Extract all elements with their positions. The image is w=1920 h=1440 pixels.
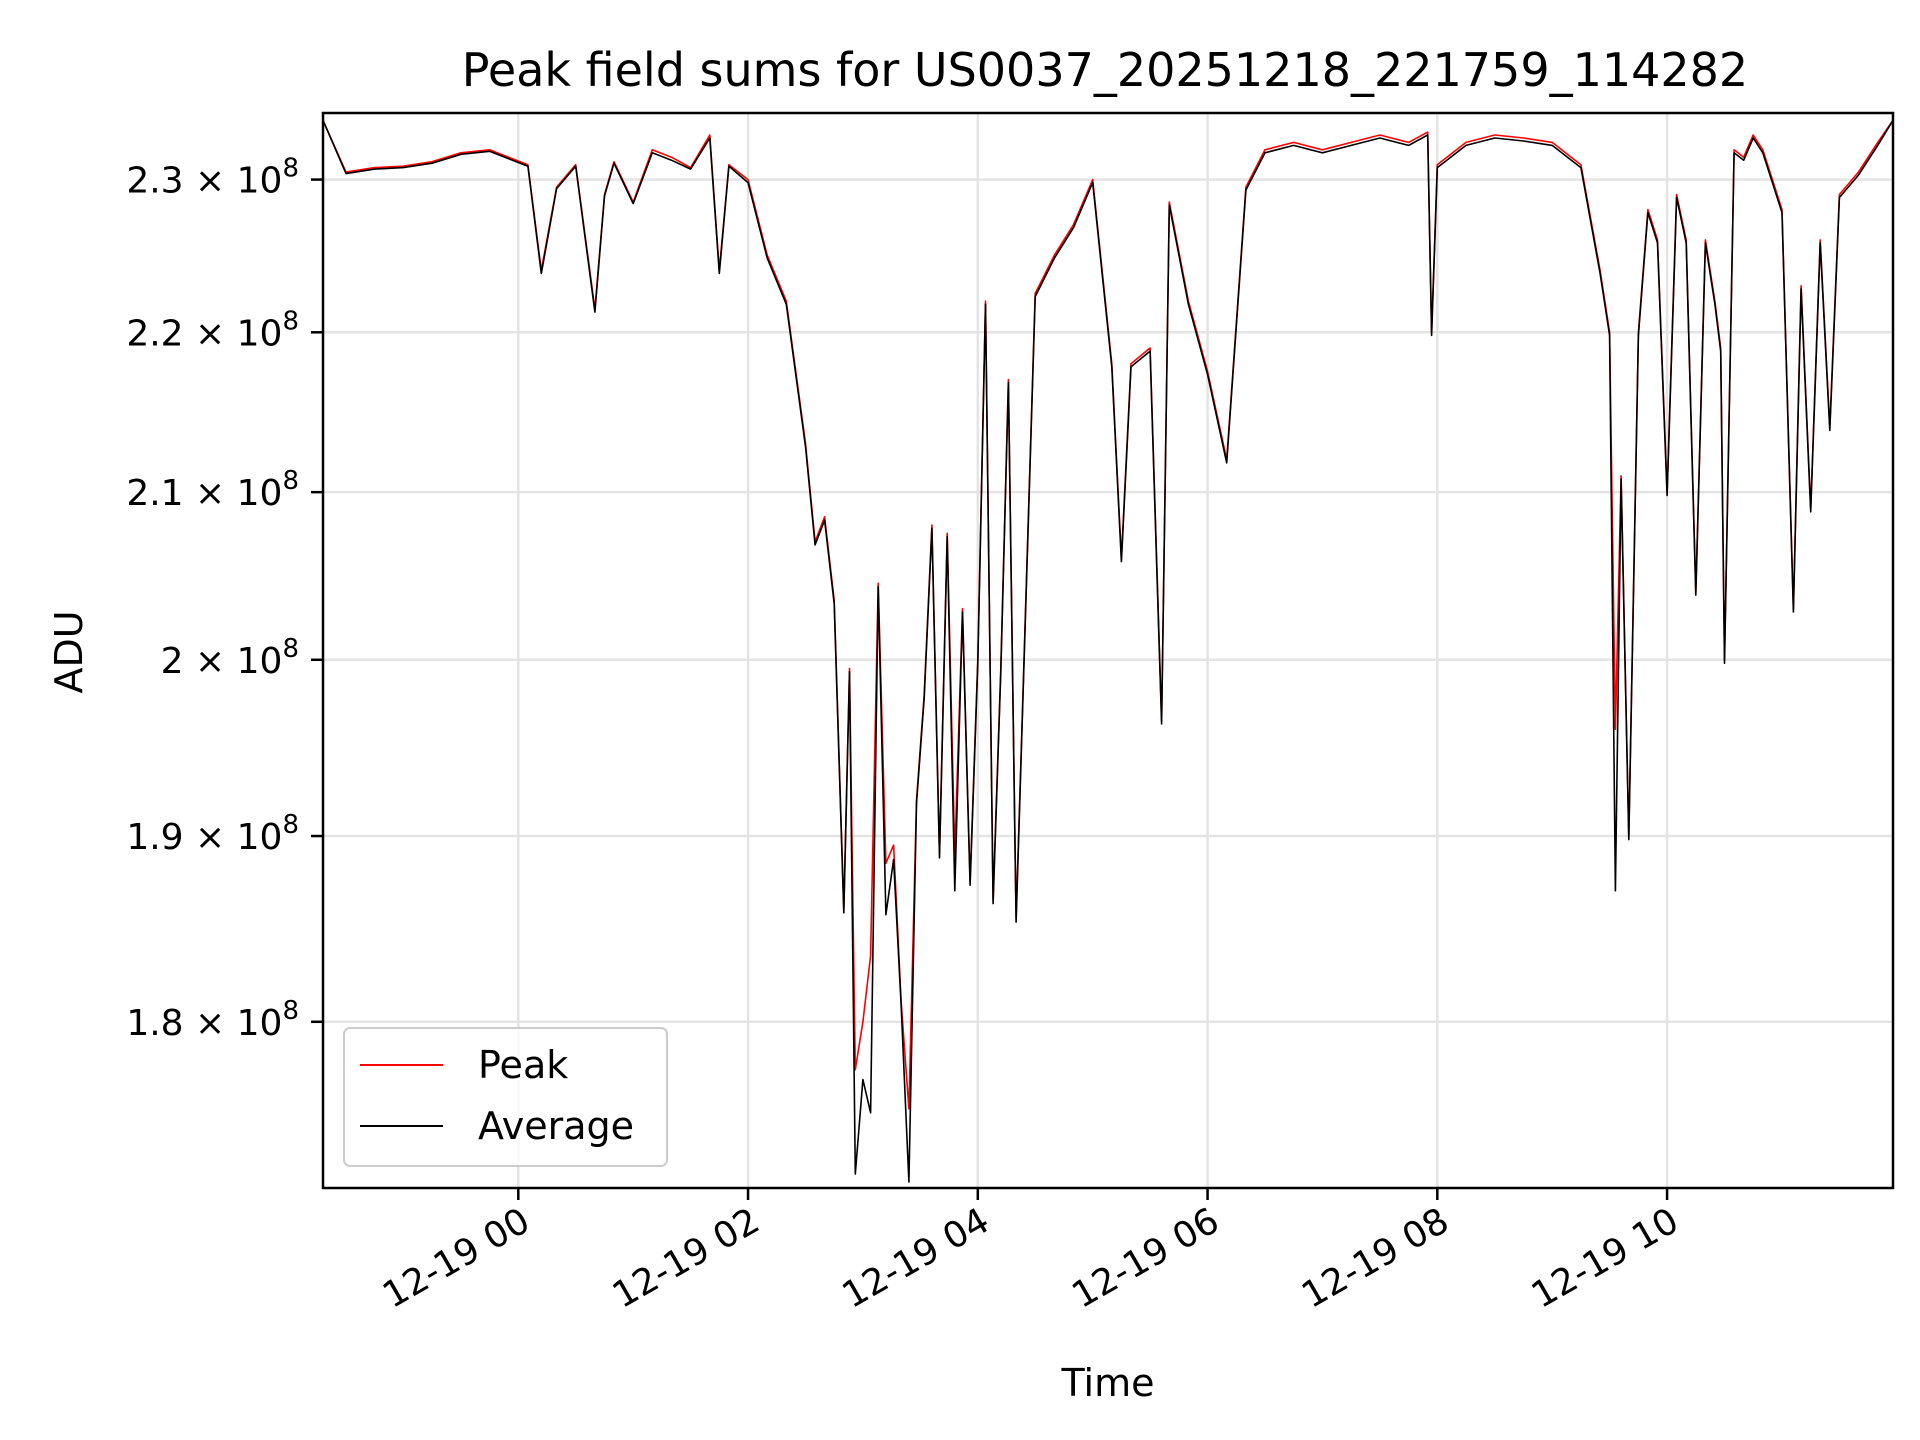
y-tick-base: 10: [237, 1003, 283, 1044]
y-axis-title: ADU: [47, 610, 91, 693]
y-tick-label: 2 × 108: [161, 634, 299, 682]
y-tick-label: 1.8 × 108: [126, 996, 299, 1044]
x-axis-title: Time: [1061, 1361, 1155, 1405]
legend-box: [343, 1027, 668, 1167]
x-tick-label: 12-19 02: [606, 1200, 767, 1316]
y-tick-times: ×: [184, 1003, 237, 1044]
y-tick-label: 2.1 × 108: [126, 466, 299, 514]
plot-frame: [321, 111, 1895, 1190]
x-tick-label: 12-19 06: [1065, 1200, 1226, 1316]
y-tick-times: ×: [184, 473, 237, 514]
y-tick-exponent: 8: [282, 810, 299, 840]
y-tick-exponent: 8: [282, 466, 299, 496]
series-line-average: [323, 119, 1893, 1183]
y-tick-base: 10: [237, 817, 283, 858]
legend: Peak Average: [343, 1027, 668, 1167]
y-tick-base: 10: [237, 161, 283, 202]
x-tick-label: 12-19 10: [1525, 1200, 1686, 1316]
x-tick-label: 12-19 00: [376, 1200, 537, 1316]
y-tick-times: ×: [184, 817, 237, 858]
x-tick-label: 12-19 08: [1295, 1200, 1456, 1316]
chart-title: Peak field sums for US0037_20251218_2217…: [462, 43, 1748, 97]
y-tick-base: 10: [237, 641, 283, 682]
y-tick-mantissa: 2.1: [126, 473, 183, 514]
y-tick-mantissa: 2.2: [126, 313, 183, 354]
y-tick-label: 2.3 × 108: [126, 154, 299, 202]
legend-label-average: Average: [478, 1104, 634, 1148]
x-tick-label: 12-19 04: [836, 1200, 997, 1316]
grid: [323, 113, 1893, 1188]
series-layer: [323, 119, 1893, 1183]
y-tick-times: ×: [184, 161, 237, 202]
y-tick-base: 10: [237, 313, 283, 354]
x-axis: 12-19 00 12-19 02 12-19 04 12-19 06 12-19 08…: [376, 1188, 1686, 1317]
legend-label-peak: Peak: [478, 1043, 568, 1087]
y-tick-exponent: 8: [282, 996, 299, 1026]
y-tick-mantissa: 1.9: [126, 817, 183, 858]
y-tick-exponent: 8: [282, 306, 299, 336]
y-tick-base: 10: [237, 473, 283, 514]
y-tick-exponent: 8: [282, 634, 299, 664]
y-tick-mantissa: 2.3: [126, 161, 183, 202]
y-tick-label: 1.9 × 108: [126, 810, 299, 858]
y-tick-mantissa: 1.8: [126, 1003, 183, 1044]
y-tick-label: 2.2 × 108: [126, 306, 299, 354]
series-line-peak: [323, 119, 1893, 1110]
y-tick-times: ×: [184, 313, 237, 354]
y-tick-times: ×: [184, 641, 237, 682]
y-tick-mantissa: 2: [161, 641, 184, 682]
y-tick-exponent: 8: [282, 154, 299, 184]
